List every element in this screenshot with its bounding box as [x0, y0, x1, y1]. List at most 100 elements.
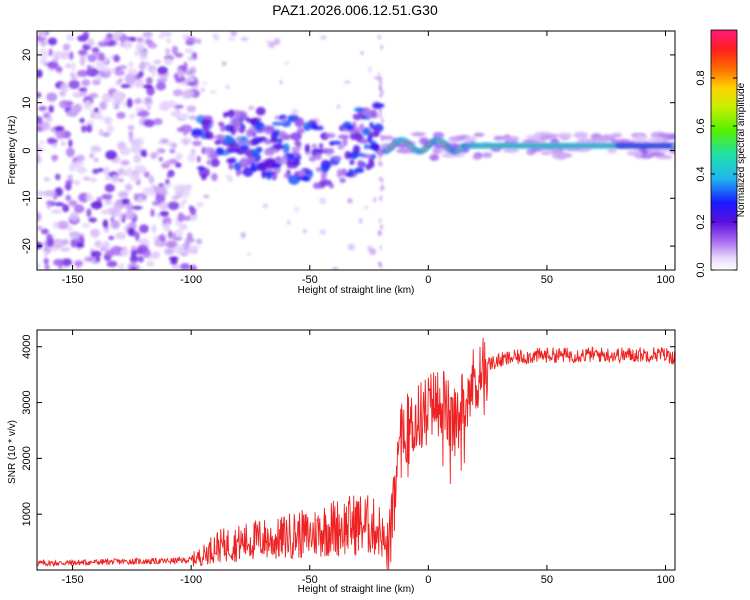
spectrogram-blob: [37, 69, 43, 78]
spectrogram-blob: [379, 108, 382, 114]
spectrogram-y-tick-label: 20: [21, 49, 33, 61]
spectrogram-blob: [271, 121, 284, 126]
spectrogram-blob: [377, 160, 381, 166]
spectrogram-blob: [94, 107, 99, 113]
spectrogram-blob: [82, 222, 91, 228]
spectrogram-blob: [184, 70, 192, 76]
spectrogram-blob: [373, 197, 377, 203]
spectrogram-blob: [150, 152, 158, 160]
spectrogram-blob: [410, 132, 427, 137]
spectrogram-blob: [54, 125, 65, 132]
spectrogram-blob: [380, 135, 394, 141]
spectrogram-blob: [178, 112, 190, 120]
spectrogram-blob: [186, 81, 198, 87]
spectrogram-blob: [139, 224, 149, 234]
spectrogram-blob: [142, 187, 153, 195]
spectrogram-blob: [359, 217, 363, 224]
spectrogram-blob: [196, 201, 204, 208]
spectrogram-blob: [82, 31, 90, 41]
spectrogram-blob: [448, 136, 466, 142]
spectrogram-blob: [142, 31, 153, 38]
spectrogram-blob: [291, 146, 300, 154]
spectrogram-blob: [302, 228, 308, 234]
spectrogram-blob: [37, 143, 41, 148]
spectrogram-blob: [151, 68, 157, 77]
spectrogram-blob: [94, 114, 105, 121]
spectrogram-blob: [46, 116, 53, 122]
spectrogram-blob: [110, 67, 116, 74]
spectrogram-blob: [102, 240, 110, 251]
spectrogram-blob: [158, 33, 165, 40]
spectrogram-blob: [197, 165, 205, 171]
spectrogram-blob: [144, 96, 153, 104]
spectrogram-blob: [473, 132, 485, 137]
spectrogram-blob: [105, 150, 118, 160]
spectrogram-blob: [170, 110, 181, 118]
spectrogram-blob: [133, 98, 143, 104]
spectrogram-blob: [48, 105, 55, 113]
spectrogram-blob: [90, 228, 100, 238]
spectrogram-blob: [43, 250, 49, 258]
spectrogram-blob: [97, 52, 103, 61]
spectrogram-blob: [55, 129, 66, 140]
spectrogram-blob: [90, 145, 102, 153]
spectrogram-blob: [308, 169, 313, 178]
spectrogram-blob: [182, 128, 188, 137]
spectrogram-blob: [286, 219, 291, 226]
snr-y-axis: 1000 2000 3000 4000: [21, 335, 675, 526]
snr-y-tick-label: 3000: [21, 390, 33, 414]
spectrogram-blob: [167, 201, 180, 211]
spectrogram-x-tick-label: -50: [302, 274, 318, 286]
spectrogram-blob: [380, 224, 383, 230]
spectrogram-blob: [153, 235, 160, 240]
spectrogram-blob: [319, 197, 327, 205]
spectrogram-blob: [380, 44, 384, 50]
spectrogram-blob: [87, 54, 97, 63]
spectrogram-blob: [264, 139, 272, 145]
spectrogram-blob: [165, 178, 170, 185]
spectrogram-blob: [131, 205, 143, 210]
spectrogram-blob: [181, 199, 188, 204]
spectrogram-blob: [37, 116, 43, 125]
spectrogram-blob: [360, 50, 364, 55]
spectrogram-blob: [379, 245, 383, 251]
spectrogram-blob: [573, 131, 588, 139]
spectrogram-blob: [37, 147, 46, 152]
spectrogram-blob: [157, 66, 168, 75]
spectrogram-blob: [298, 169, 306, 177]
spectrogram-blob: [296, 127, 305, 135]
spectrogram-blob: [303, 122, 312, 132]
spectrogram-blob: [99, 101, 108, 111]
spectrogram-blob: [166, 101, 177, 108]
spectrogram-blob: [55, 66, 63, 73]
spectrogram-blob: [102, 219, 109, 229]
spectrogram-blob: [78, 87, 88, 92]
spectrogram-blob: [120, 159, 130, 166]
spectrogram-blob: [534, 131, 553, 136]
spectrogram-blob: [174, 187, 179, 198]
spectrogram-blob: [62, 43, 71, 51]
spectrogram-blob: [363, 205, 369, 210]
spectrogram-blob: [112, 90, 124, 101]
spectrogram-blob: [151, 250, 161, 259]
spectrogram-blob: [595, 135, 610, 141]
spectrogram-blob: [50, 209, 62, 214]
spectrogram-blob: [363, 144, 370, 150]
spectrogram-blob: [377, 72, 381, 78]
spectrogram-blob: [57, 220, 69, 230]
spectrogram-blob: [240, 37, 249, 42]
spectrogram-y-tick-label: 0: [21, 147, 33, 153]
spectrogram-blob: [210, 158, 220, 168]
spectrogram-blob: [308, 156, 317, 162]
spectrogram-blob: [239, 141, 252, 147]
spectrogram-blob: [73, 103, 82, 113]
spectrogram-blob: [153, 59, 162, 65]
colorbar-gradient: [710, 29, 738, 271]
spectrogram-blob: [134, 165, 147, 174]
spectrogram-blob: [89, 152, 95, 159]
spectrogram-blob: [81, 79, 91, 87]
spectrogram-blob: [40, 228, 49, 235]
spectrogram-blob: [215, 147, 225, 156]
